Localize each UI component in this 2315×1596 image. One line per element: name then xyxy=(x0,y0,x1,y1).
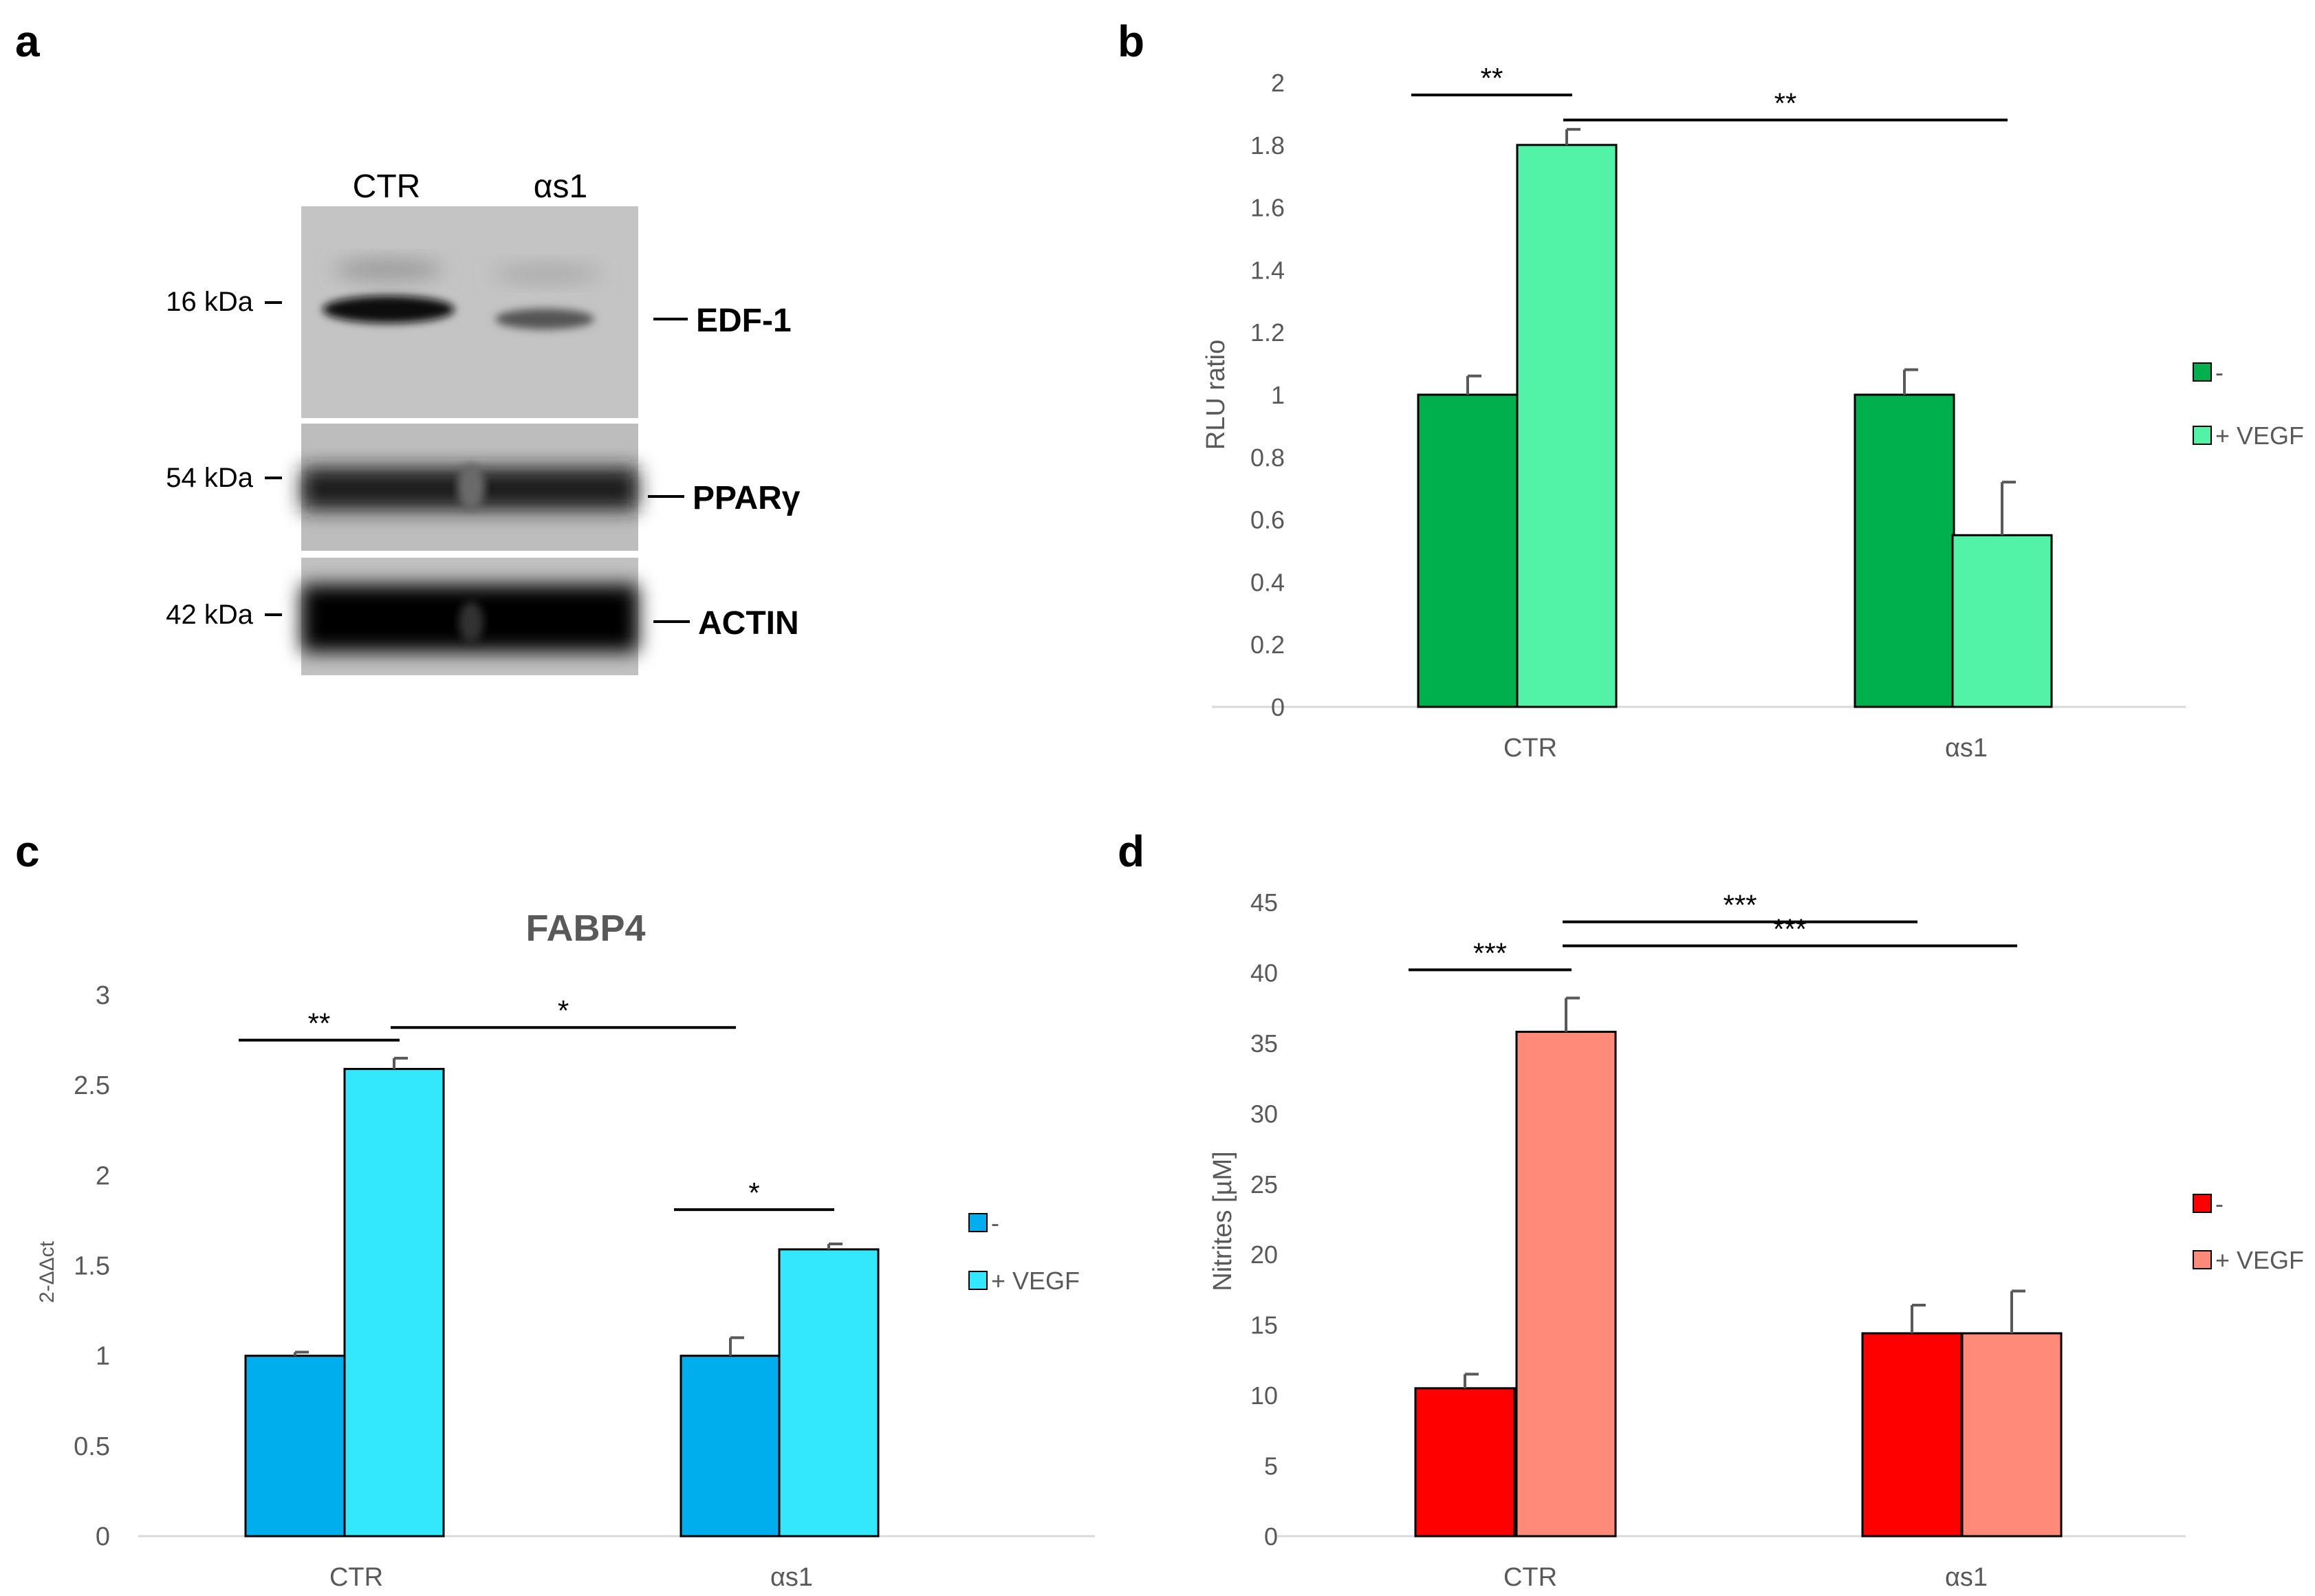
y-tick-label: 35 xyxy=(1250,1029,1278,1058)
y-tick-label: 0.2 xyxy=(1250,631,1285,659)
mw-label-actin: 42 kDa xyxy=(166,600,253,630)
y-tick-label: 0 xyxy=(1271,693,1285,721)
panel-label-d: d xyxy=(1118,827,1144,876)
lane-label-as1: αs1 xyxy=(534,168,587,205)
bar-ctr-control xyxy=(244,1355,346,1538)
y-tick-label: 0 xyxy=(1264,1522,1278,1551)
protein-label-edf1: EDF-1 xyxy=(696,303,792,339)
y-tick-label: 2 xyxy=(1271,69,1285,97)
legend-swatch xyxy=(2193,362,2212,382)
y-tick-label: 45 xyxy=(1250,888,1278,917)
band-edf1-as1 xyxy=(495,309,594,329)
y-axis-label: Nitrites [µM] xyxy=(1208,1151,1237,1291)
y-tick-label: 1.4 xyxy=(1250,256,1285,284)
y-tick-label: 0.5 xyxy=(74,1432,110,1461)
x-category-label: CTR xyxy=(329,1563,383,1592)
y-tick-label: 0.8 xyxy=(1250,444,1285,472)
y-tick-label: 10 xyxy=(1250,1381,1278,1410)
bar-ctr-control xyxy=(1417,393,1519,708)
lane-label-ctr: CTR xyxy=(353,168,421,205)
bar-xs1-control xyxy=(1854,393,1955,708)
mw-label-edf1: 16 kDa xyxy=(166,287,253,317)
blot-strip-actin xyxy=(301,558,638,675)
y-axis-label: 2-ΔΔct xyxy=(36,1240,58,1303)
significance-stars: ** xyxy=(308,1007,331,1040)
significance-stars: *** xyxy=(1473,937,1507,969)
mw-label-ppar: 54 kDa xyxy=(166,463,253,493)
panel-label-c: c xyxy=(15,827,40,876)
legend-swatch xyxy=(968,1271,988,1290)
significance-stars: * xyxy=(558,994,569,1027)
y-axis-label: RLU ratio xyxy=(1202,340,1230,450)
x-category-label: CTR xyxy=(1503,734,1557,763)
legend-swatch xyxy=(2193,426,2212,445)
western-blot: CTR αs1 16 kDa 54 kDa 42 kDa xyxy=(166,168,801,675)
bar-xs1-control xyxy=(680,1355,781,1538)
y-tick-label: 1 xyxy=(96,1342,110,1371)
significance-stars: * xyxy=(748,1177,759,1209)
significance-stars: ** xyxy=(1774,87,1797,119)
bar-ctr-vegf xyxy=(1516,144,1618,708)
y-tick-label: 25 xyxy=(1250,1170,1278,1199)
legend-label: - xyxy=(2215,358,2224,386)
y-tick-label: 0.6 xyxy=(1250,506,1285,534)
y-tick-label: 30 xyxy=(1250,1100,1278,1128)
y-tick-label: 1.5 xyxy=(74,1252,110,1281)
y-tick-label: 5 xyxy=(1264,1452,1278,1480)
panel-label-b: b xyxy=(1118,17,1144,66)
protein-label-actin: ACTIN xyxy=(698,605,799,642)
significance-stars: *** xyxy=(1773,913,1807,945)
y-tick-label: 1.8 xyxy=(1250,131,1285,160)
y-tick-label: 0.4 xyxy=(1250,568,1285,596)
legend-swatch xyxy=(2193,1194,2212,1213)
y-tick-label: 40 xyxy=(1250,959,1278,987)
blot-strip-ppar xyxy=(301,424,638,551)
y-tick-label: 1.6 xyxy=(1250,194,1285,222)
blot-strip-edf1 xyxy=(301,206,638,418)
legend-swatch xyxy=(2193,1250,2212,1269)
chart-title: FABP4 xyxy=(525,908,645,949)
y-tick-label: 3 xyxy=(96,981,110,1010)
legend-label: - xyxy=(991,1209,999,1237)
x-category-label: αs1 xyxy=(1945,734,1988,763)
panel-label-a: a xyxy=(15,17,40,66)
bar-ctr-vegf xyxy=(1515,1030,1617,1538)
bar-xs1-vegf xyxy=(778,1248,880,1538)
y-tick-label: 1 xyxy=(1271,381,1285,409)
legend-label: - xyxy=(2215,1190,2224,1218)
legend-label: + VEGF xyxy=(991,1267,1080,1295)
chart-b-rlu: 0 0.2 0.4 0.6 0.8 1 1.2 1.4 1.6 1.8 2 RLU ratio CTR α… xyxy=(1202,62,2304,763)
y-tick-label: 1.2 xyxy=(1250,318,1285,347)
band-edf1-ctr xyxy=(323,296,455,323)
y-tick-label: 2.5 xyxy=(74,1071,110,1100)
y-tick-label: 2 xyxy=(96,1161,110,1190)
y-tick-label: 15 xyxy=(1250,1311,1278,1340)
legend-swatch xyxy=(968,1213,988,1232)
bar-ctr-vegf xyxy=(343,1068,445,1538)
x-category-label: αs1 xyxy=(1945,1563,1988,1592)
legend-label: + VEGF xyxy=(2215,422,2304,450)
significance-stars: ** xyxy=(1481,62,1503,94)
legend-label: + VEGF xyxy=(2215,1246,2304,1274)
bar-ctr-control xyxy=(1414,1387,1516,1538)
bar-xs1-vegf xyxy=(1951,534,2053,708)
bar-xs1-vegf xyxy=(1961,1332,2063,1538)
protein-label-ppar: PPARγ xyxy=(693,480,801,516)
y-tick-label: 0 xyxy=(96,1522,110,1551)
y-tick-label: 20 xyxy=(1250,1240,1278,1269)
significance-stars: *** xyxy=(1723,889,1757,921)
x-category-label: αs1 xyxy=(770,1563,813,1592)
x-category-label: CTR xyxy=(1503,1563,1557,1592)
chart-d-nitrites: 0 5 10 15 20 25 30 35 40 45 Nitrites [µM] CTR αs1 ***… xyxy=(1208,888,2304,1592)
bar-xs1-control xyxy=(1861,1332,1963,1538)
